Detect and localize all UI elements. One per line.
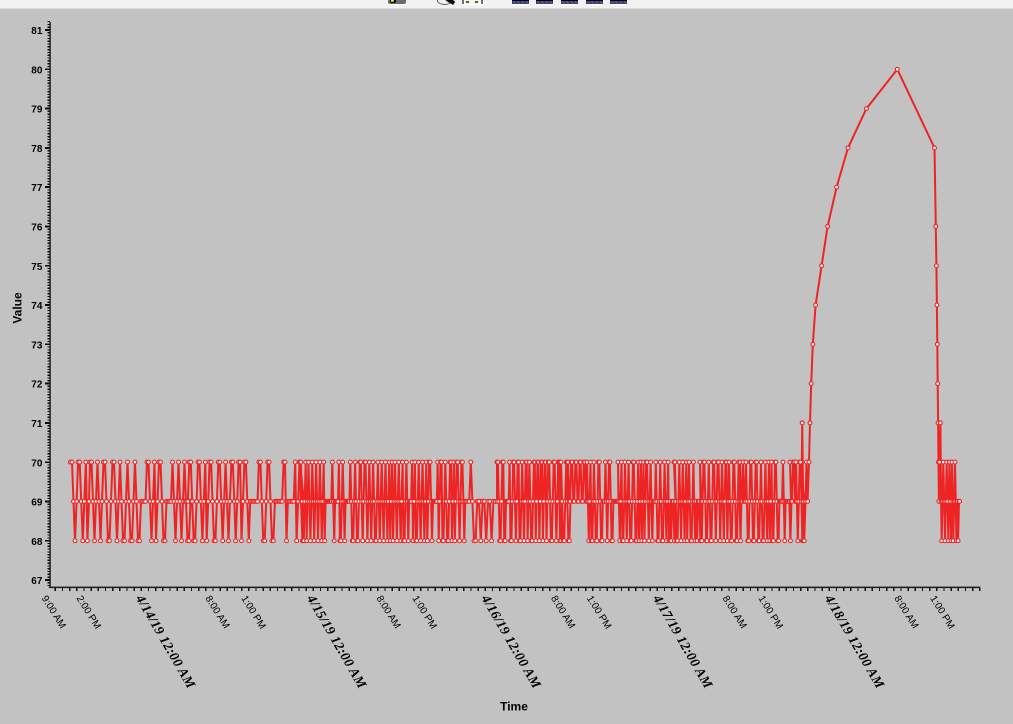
svg-text:8:00 AM: 8:00 AM	[548, 594, 577, 631]
svg-text:8:00 AM: 8:00 AM	[720, 594, 749, 631]
svg-text:70: 70	[31, 458, 43, 469]
svg-text:9:00 AM: 9:00 AM	[39, 594, 68, 631]
svg-text:4/17/19 12:00 AM: 4/17/19 12:00 AM	[650, 591, 717, 691]
svg-text:76: 76	[31, 223, 43, 234]
svg-text:4/15/19 12:00 AM: 4/15/19 12:00 AM	[304, 591, 371, 691]
svg-text:80: 80	[31, 65, 43, 76]
svg-text:72: 72	[31, 380, 43, 391]
svg-text:67: 67	[31, 576, 43, 587]
svg-text:69: 69	[31, 498, 43, 509]
svg-text:1:00 PM: 1:00 PM	[756, 594, 785, 631]
svg-text:1:00 PM: 1:00 PM	[410, 594, 439, 631]
svg-text:79: 79	[31, 105, 43, 116]
svg-text:1:00 PM: 1:00 PM	[238, 594, 267, 631]
svg-text:68: 68	[31, 537, 43, 548]
svg-text:8:00 AM: 8:00 AM	[203, 594, 232, 631]
svg-text:75: 75	[31, 262, 43, 273]
svg-text:73: 73	[31, 340, 43, 351]
svg-text:1:00 PM: 1:00 PM	[927, 594, 956, 631]
svg-text:1:00 PM: 1:00 PM	[584, 594, 613, 631]
svg-text:74: 74	[31, 301, 43, 312]
svg-text:4/14/19 12:00 AM: 4/14/19 12:00 AM	[132, 591, 199, 691]
svg-text:4/16/19 12:00 AM: 4/16/19 12:00 AM	[478, 591, 545, 691]
svg-text:2:00 PM: 2:00 PM	[74, 594, 103, 631]
svg-text:Value: Value	[11, 292, 25, 324]
svg-text:8:00 AM: 8:00 AM	[891, 594, 920, 631]
svg-text:4/18/19 12:00 AM: 4/18/19 12:00 AM	[821, 591, 888, 691]
svg-text:77: 77	[31, 183, 43, 194]
svg-text:8:00 AM: 8:00 AM	[374, 594, 403, 631]
svg-text:Time: Time	[500, 700, 528, 714]
svg-text:71: 71	[31, 419, 43, 430]
svg-text:81: 81	[31, 26, 43, 37]
svg-text:78: 78	[31, 144, 43, 155]
